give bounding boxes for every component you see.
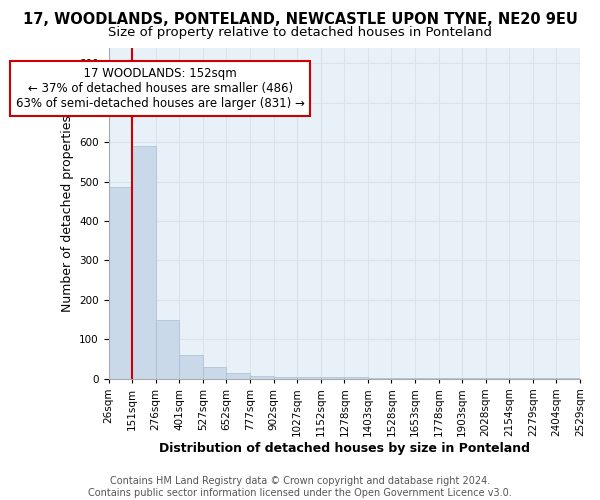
Bar <box>132 146 155 378</box>
X-axis label: Distribution of detached houses by size in Ponteland: Distribution of detached houses by size … <box>159 442 530 455</box>
Bar <box>226 373 250 378</box>
Bar <box>203 367 226 378</box>
Bar <box>109 188 132 378</box>
Text: 17 WOODLANDS: 152sqm  
← 37% of detached houses are smaller (486)
63% of semi-de: 17 WOODLANDS: 152sqm ← 37% of detached h… <box>16 67 305 110</box>
Bar <box>274 376 297 378</box>
Text: 17, WOODLANDS, PONTELAND, NEWCASTLE UPON TYNE, NE20 9EU: 17, WOODLANDS, PONTELAND, NEWCASTLE UPON… <box>23 12 577 28</box>
Bar <box>155 320 179 378</box>
Y-axis label: Number of detached properties: Number of detached properties <box>61 114 74 312</box>
Bar <box>297 377 320 378</box>
Text: Contains HM Land Registry data © Crown copyright and database right 2024.
Contai: Contains HM Land Registry data © Crown c… <box>88 476 512 498</box>
Bar <box>179 355 203 378</box>
Bar <box>250 376 274 378</box>
Text: Size of property relative to detached houses in Ponteland: Size of property relative to detached ho… <box>108 26 492 39</box>
